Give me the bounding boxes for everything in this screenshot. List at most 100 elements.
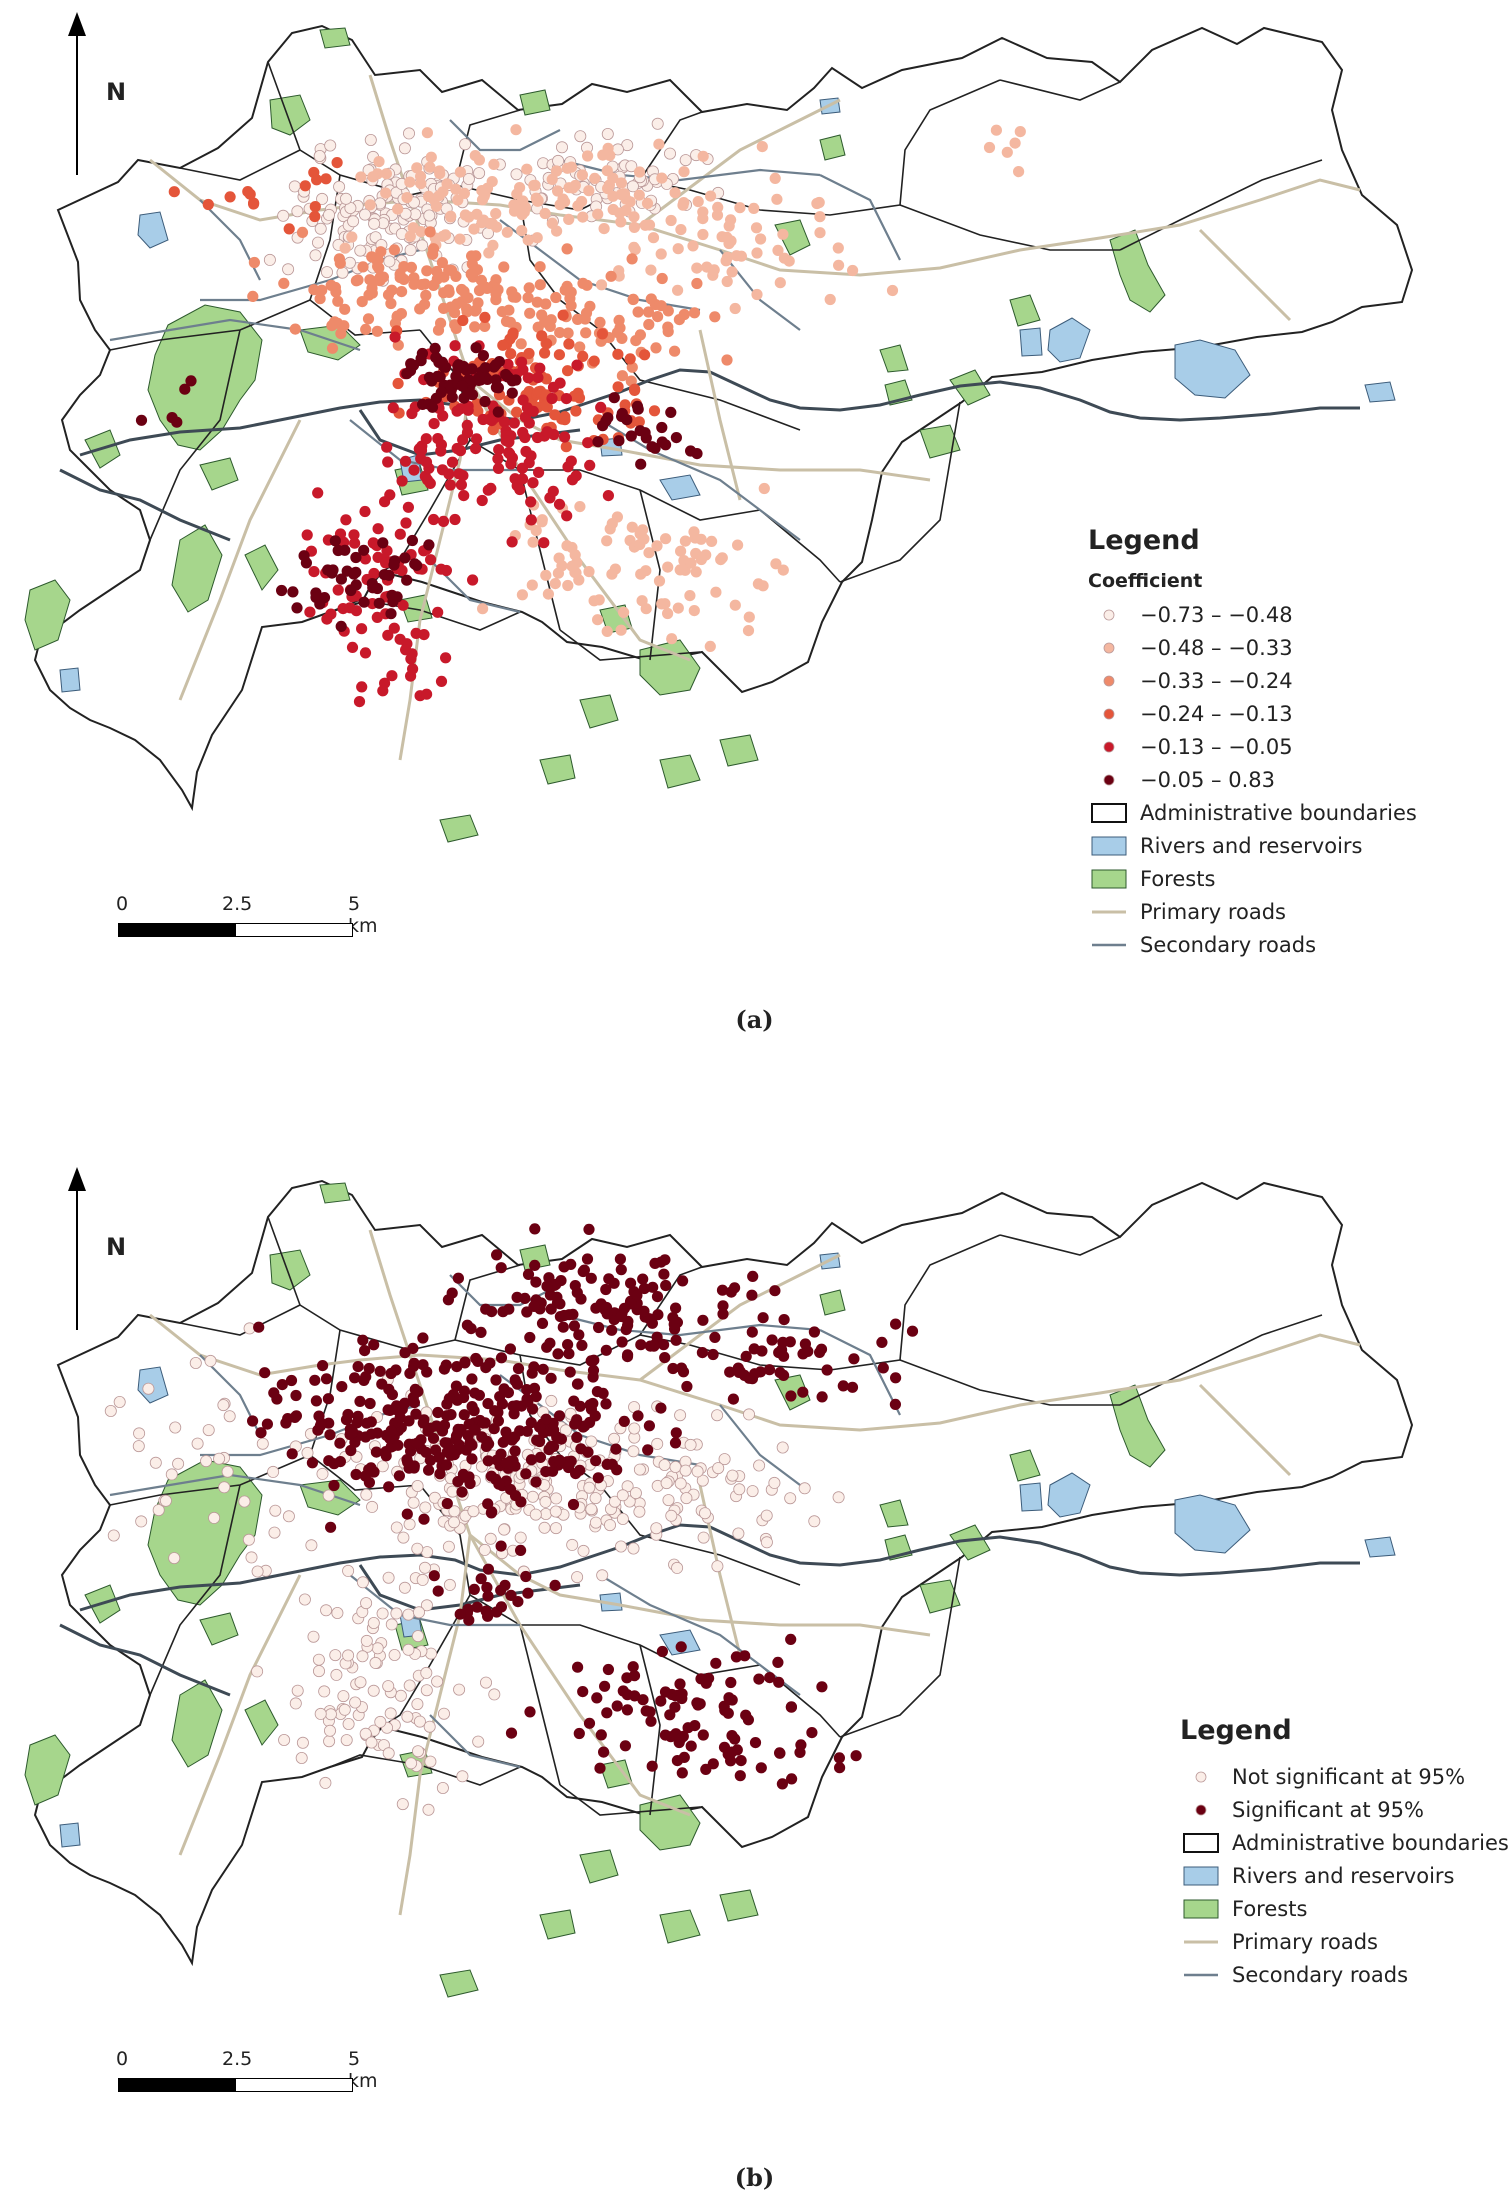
not-significant-point bbox=[484, 1532, 497, 1545]
coefficient-point bbox=[469, 150, 481, 162]
coefficient-point bbox=[322, 564, 334, 576]
coefficient-point bbox=[1009, 137, 1021, 149]
coefficient-point bbox=[379, 496, 391, 508]
coefficient-point bbox=[540, 569, 552, 581]
not-significant-point bbox=[411, 1630, 424, 1643]
coefficient-point bbox=[492, 453, 504, 465]
significant-point bbox=[512, 1596, 524, 1608]
coefficient-point bbox=[573, 392, 586, 404]
coefficient-point bbox=[748, 202, 760, 214]
scale-label-2-5: 2.5 bbox=[222, 2048, 253, 2070]
coefficient-point bbox=[547, 381, 560, 393]
legend-layer-label: Primary roads bbox=[1232, 1929, 1378, 1954]
secondary-road bbox=[109, 318, 361, 352]
coefficient-point bbox=[592, 208, 604, 220]
coefficient-point bbox=[510, 168, 523, 181]
coefficient-point bbox=[348, 529, 360, 541]
coefficient-point bbox=[500, 435, 512, 447]
coefficient-point bbox=[612, 348, 624, 360]
coefficient-point bbox=[639, 427, 651, 439]
not-significant-point bbox=[526, 1490, 539, 1503]
legend-class-label: −0.13 – −0.05 bbox=[1140, 734, 1293, 759]
not-significant-point bbox=[298, 1593, 311, 1606]
significant-point bbox=[785, 1701, 798, 1713]
coefficient-point bbox=[452, 194, 464, 206]
significant-point bbox=[411, 1437, 423, 1449]
coefficient-point bbox=[441, 178, 453, 190]
coefficient-point bbox=[350, 605, 362, 617]
coefficient-point bbox=[602, 182, 614, 195]
significant-point bbox=[306, 1457, 318, 1469]
coefficient-point bbox=[354, 244, 367, 257]
coefficient-point bbox=[451, 442, 463, 455]
significant-point bbox=[642, 1444, 654, 1456]
coefficient-point bbox=[579, 313, 591, 325]
coefficient-point bbox=[316, 192, 329, 205]
coefficient-point bbox=[559, 411, 571, 423]
significant-point bbox=[600, 1344, 612, 1356]
significant-point bbox=[430, 1420, 443, 1432]
not-significant-point bbox=[401, 1710, 414, 1723]
significant-point bbox=[309, 1374, 321, 1386]
not-significant-point bbox=[420, 1599, 433, 1612]
significant-point bbox=[850, 1750, 862, 1762]
coefficient-point bbox=[408, 464, 420, 476]
not-significant-point bbox=[411, 1698, 424, 1711]
coefficient-point bbox=[497, 339, 509, 351]
coefficient-point bbox=[446, 264, 458, 277]
coefficient-point bbox=[565, 161, 578, 173]
scale-bar-black bbox=[118, 923, 236, 937]
not-significant-point bbox=[514, 1531, 527, 1544]
coefficient-point bbox=[769, 172, 781, 184]
legend-layer-label: Primary roads bbox=[1140, 899, 1286, 924]
coefficient-point bbox=[1001, 146, 1013, 158]
coefficient-point bbox=[692, 196, 704, 208]
significant-point bbox=[571, 1431, 583, 1443]
not-significant-point bbox=[798, 1482, 811, 1495]
coefficient-point bbox=[405, 261, 417, 273]
coefficient-point bbox=[439, 229, 452, 241]
coefficient-point bbox=[574, 341, 586, 353]
district-boundary bbox=[899, 1234, 1001, 1361]
coefficient-point bbox=[455, 479, 467, 491]
significant-point bbox=[726, 1730, 738, 1742]
significant-point bbox=[461, 1471, 473, 1483]
coefficient-point bbox=[309, 210, 321, 223]
significant-point bbox=[848, 1353, 860, 1365]
not-significant-point bbox=[697, 1531, 710, 1544]
forest-patch bbox=[439, 1969, 479, 1998]
coefficient-point bbox=[550, 165, 563, 177]
coefficient-point bbox=[643, 547, 655, 559]
coefficient-point bbox=[570, 405, 582, 417]
coefficient-point bbox=[690, 566, 702, 578]
coefficient-point bbox=[498, 261, 510, 273]
scale-label-5km: 5 km bbox=[348, 2048, 378, 2092]
coefficient-point bbox=[368, 567, 380, 580]
coefficient-point bbox=[368, 217, 381, 230]
significant-point bbox=[756, 1345, 768, 1357]
significant-point bbox=[285, 1374, 298, 1387]
significant-point bbox=[808, 1326, 821, 1338]
secondary-road bbox=[429, 1714, 521, 1769]
coefficient-point bbox=[358, 208, 371, 221]
coefficient-point bbox=[627, 293, 639, 306]
not-significant-point bbox=[268, 1526, 281, 1539]
not-significant-point bbox=[571, 1571, 584, 1584]
coefficient-point bbox=[430, 200, 442, 212]
not-significant-point bbox=[360, 1634, 373, 1647]
coefficient-point bbox=[833, 259, 845, 271]
coefficient-point bbox=[248, 256, 260, 269]
coefficient-point bbox=[605, 270, 617, 282]
coefficient-point bbox=[653, 138, 665, 150]
significant-point bbox=[669, 1437, 682, 1449]
significant-point bbox=[710, 1657, 722, 1669]
coefficient-point bbox=[329, 535, 341, 547]
coefficient-point bbox=[523, 457, 535, 469]
coefficient-point bbox=[334, 257, 346, 269]
coefficient-point bbox=[569, 179, 581, 192]
significant-point bbox=[401, 1454, 413, 1466]
significant-point bbox=[754, 1366, 767, 1378]
significant-point bbox=[475, 1573, 487, 1585]
significant-point bbox=[658, 1268, 670, 1280]
coefficient-point bbox=[625, 160, 638, 173]
